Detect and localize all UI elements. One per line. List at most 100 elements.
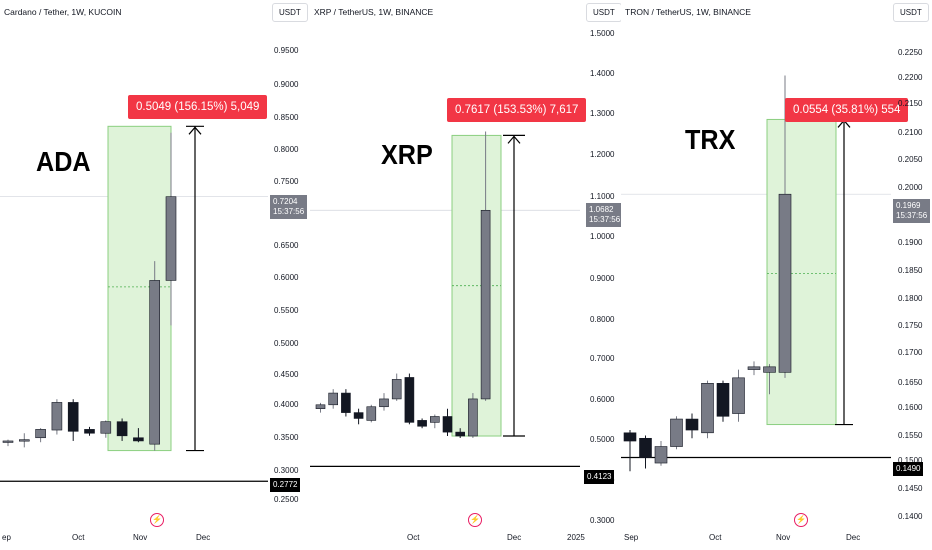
price-axis-label: 1.0000 — [590, 232, 615, 241]
price-axis-label: 0.9000 — [590, 274, 615, 283]
price-axis-label: 0.2100 — [898, 128, 923, 137]
xrp-chart-canvas[interactable] — [310, 0, 621, 550]
ada-chart-canvas[interactable] — [0, 0, 310, 550]
time-axis-label: Nov — [133, 533, 148, 542]
candle-body — [639, 437, 652, 458]
measure-box — [766, 118, 837, 426]
measure-badge: 0.0554 (35.81%) 554 — [785, 98, 909, 122]
lightning-icon[interactable]: ⚡ — [150, 513, 164, 527]
price-axis-label: 0.1650 — [898, 378, 923, 387]
currency-button[interactable]: USDT — [893, 3, 929, 22]
candle-body — [442, 416, 453, 433]
current-price: 1.0682 — [589, 205, 614, 214]
trx-chart-canvas[interactable] — [621, 0, 932, 550]
current-price-tag: 0.1969 15:37:56 — [893, 199, 931, 223]
current-price-tag: 1.0682 15:37:56 — [586, 203, 621, 227]
lightning-icon[interactable]: ⚡ — [794, 513, 808, 527]
symbol-title[interactable]: TRON / TetherUS, 1W, BINANCE — [625, 7, 751, 17]
candle-body — [763, 366, 776, 373]
time-axis-label: Nov — [776, 533, 791, 542]
horizontal-line-price-tag: 0.1490 — [893, 462, 924, 476]
candle-body — [778, 193, 792, 373]
candle-body — [315, 404, 326, 409]
time-axis-label: Oct — [407, 533, 420, 542]
current-price: 0.7204 — [273, 197, 298, 206]
price-axis-label: 0.2000 — [898, 183, 923, 192]
candle-body — [67, 402, 79, 432]
price-axis-label: 0.9500 — [274, 46, 299, 55]
price-axis-label: 1.3000 — [590, 109, 615, 118]
candle-body — [685, 418, 699, 431]
price-axis-label: 0.8500 — [274, 113, 299, 122]
price-axis-label: 0.1750 — [898, 321, 923, 330]
symbol-title[interactable]: XRP / TetherUS, 1W, BINANCE — [314, 7, 434, 17]
candle-body — [417, 420, 427, 427]
candle-body — [701, 383, 714, 434]
horizontal-line-price-tag: 0.4123 — [584, 470, 615, 484]
symbol-title[interactable]: Cardano / Tether, 1W, KUCOIN — [4, 7, 122, 17]
current-price-tag: 0.7204 15:37:56 — [270, 195, 308, 219]
candle-body — [366, 406, 377, 421]
time-axis-label: Sep — [624, 533, 639, 542]
measure-badge: 0.7617 (153.53%) 7,617 — [447, 98, 587, 122]
price-axis-label: 0.5000 — [590, 435, 615, 444]
overlay-text-label: TRX — [685, 124, 736, 155]
time-axis-label: 2025 — [567, 533, 585, 542]
candle-body — [341, 392, 351, 413]
price-axis-label: 0.5500 — [274, 306, 299, 315]
price-axis-label: 0.2500 — [274, 495, 299, 504]
price-axis-label: 0.5000 — [274, 339, 299, 348]
candle-body — [100, 421, 112, 434]
time-axis-label: Dec — [846, 533, 861, 542]
price-axis-label: 0.7500 — [274, 177, 299, 186]
overlay-text-label: ADA — [36, 146, 91, 177]
candle-body — [391, 379, 402, 400]
currency-button[interactable]: USDT — [586, 3, 621, 22]
price-axis-label: 0.3000 — [274, 466, 299, 475]
price-axis-label: 1.2000 — [590, 150, 615, 159]
measure-arrow-head — [507, 135, 521, 144]
candle-body — [670, 418, 683, 447]
measure-box — [107, 125, 172, 452]
price-axis-label: 0.1550 — [898, 431, 923, 440]
price-axis-label: 0.1500 — [898, 456, 923, 465]
price-axis-label: 0.1400 — [898, 512, 923, 521]
currency-button[interactable]: USDT — [272, 3, 308, 22]
candle-body — [353, 412, 364, 419]
candle-body — [133, 437, 144, 442]
xrp-chart-panel[interactable]: XRP / TetherUS, 1W, BINANCE USDT XRP 0.7… — [310, 0, 621, 550]
price-axis-label: 0.8000 — [274, 145, 299, 154]
candle-body — [165, 196, 177, 281]
candle-body — [623, 432, 637, 442]
price-axis-label: 0.4500 — [274, 370, 299, 379]
price-axis-label: 0.6000 — [274, 273, 299, 282]
current-price: 0.1969 — [896, 201, 921, 210]
candle-body — [18, 439, 30, 442]
countdown-timer: 15:37:56 — [896, 211, 928, 220]
time-axis-label: Oct — [72, 533, 85, 542]
candle-body — [328, 392, 339, 406]
measure-badge: 0.5049 (156.15%) 5,049 — [128, 95, 268, 119]
candle-body — [84, 429, 95, 434]
price-axis-label: 0.3000 — [590, 516, 615, 525]
measure-arrow-head — [188, 126, 202, 135]
candle-body — [404, 377, 415, 423]
price-axis-label: 0.3500 — [274, 433, 299, 442]
ada-chart-panel[interactable]: Cardano / Tether, 1W, KUCOIN USDT ADA 0.… — [0, 0, 310, 550]
time-axis-label: Oct — [709, 533, 722, 542]
time-axis-label: Dec — [196, 533, 211, 542]
overlay-text-label: XRP — [381, 139, 433, 170]
price-axis-label: 1.5000 — [590, 29, 615, 38]
price-axis-label: 0.2150 — [898, 99, 923, 108]
price-axis-label: 0.1900 — [898, 238, 923, 247]
candle-body — [455, 431, 465, 437]
candle-body — [732, 377, 745, 414]
horizontal-line-price-tag: 0.2772 — [270, 478, 301, 492]
price-axis-label: 0.1700 — [898, 348, 923, 357]
price-axis-label: 1.4000 — [590, 69, 615, 78]
price-axis-label: 0.4000 — [274, 400, 299, 409]
candle-body — [654, 446, 668, 464]
trx-chart-panel[interactable]: TRON / TetherUS, 1W, BINANCE USDT TRX 0.… — [621, 0, 932, 550]
lightning-icon[interactable]: ⚡ — [468, 513, 482, 527]
candle-body — [430, 416, 440, 423]
